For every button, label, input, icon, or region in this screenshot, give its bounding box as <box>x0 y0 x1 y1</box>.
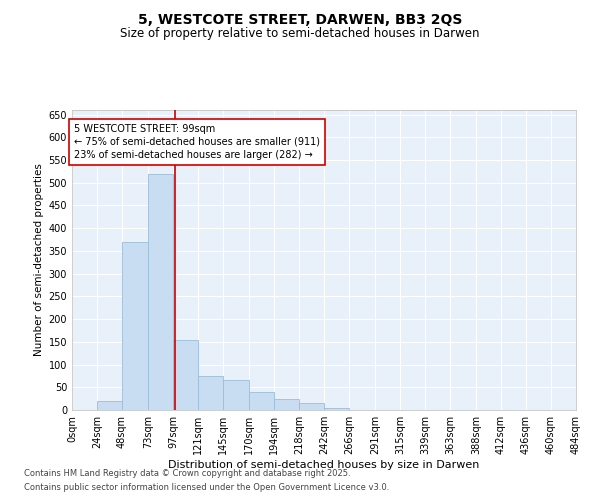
Text: 5 WESTCOTE STREET: 99sqm
← 75% of semi-detached houses are smaller (911)
23% of : 5 WESTCOTE STREET: 99sqm ← 75% of semi-d… <box>74 124 320 160</box>
Bar <box>299 403 324 410</box>
Bar <box>274 398 299 410</box>
Bar <box>97 401 122 410</box>
Bar <box>122 242 148 410</box>
Text: Contains HM Land Registry data © Crown copyright and database right 2025.: Contains HM Land Registry data © Crown c… <box>24 468 350 477</box>
Y-axis label: Number of semi-detached properties: Number of semi-detached properties <box>34 164 44 356</box>
Bar <box>324 408 349 410</box>
Text: Contains public sector information licensed under the Open Government Licence v3: Contains public sector information licen… <box>24 484 389 492</box>
Bar <box>148 174 173 410</box>
Bar <box>249 392 274 410</box>
Text: 5, WESTCOTE STREET, DARWEN, BB3 2QS: 5, WESTCOTE STREET, DARWEN, BB3 2QS <box>138 12 462 26</box>
Text: Size of property relative to semi-detached houses in Darwen: Size of property relative to semi-detach… <box>120 28 480 40</box>
X-axis label: Distribution of semi-detached houses by size in Darwen: Distribution of semi-detached houses by … <box>169 460 479 470</box>
Bar <box>173 340 198 410</box>
Bar <box>223 380 249 410</box>
Bar <box>198 376 223 410</box>
